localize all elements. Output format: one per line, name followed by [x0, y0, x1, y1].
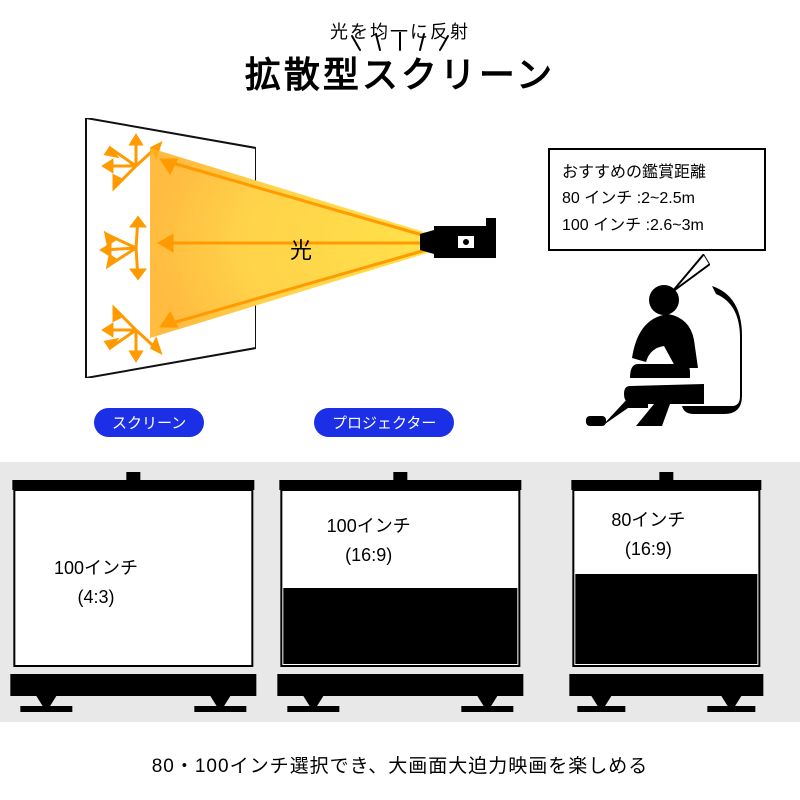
product-ratio: (4:3) — [54, 583, 138, 612]
header: 光を均一に反射 拡散型スクリーン — [0, 0, 800, 98]
bubble-line-1: おすすめの鑑賞距離 — [562, 160, 752, 186]
product-label: 100インチ (16:9) — [327, 512, 411, 570]
product-size: 100インチ — [54, 554, 138, 583]
bubble-line-3: 100 インチ :2.6~3m — [562, 213, 752, 239]
product-card-100-4-3: 100インチ (4:3) — [0, 462, 267, 722]
projector-icon — [420, 218, 500, 266]
product-size: 80インチ — [611, 506, 685, 535]
diagram: 光 スクリーン プロジェクター おすすめの鑑賞距離 80 インチ :2~2.5m… — [0, 98, 800, 458]
product-ratio: (16:9) — [327, 541, 411, 570]
emphasis-lines-icon — [340, 32, 460, 54]
speech-bubble: おすすめの鑑賞距離 80 インチ :2~2.5m 100 インチ :2.6~3m — [548, 148, 766, 251]
title-wrap: 拡散型スクリーン — [245, 46, 555, 98]
product-card-100-16-9: 100インチ (16:9) — [267, 462, 534, 722]
light-label: 光 — [290, 233, 312, 265]
product-screen-icon — [267, 462, 534, 722]
product-strip: 100インチ (4:3) 100インチ (16:9) — [0, 462, 800, 722]
product-ratio: (16:9) — [611, 535, 685, 564]
product-card-80-16-9: 80インチ (16:9) — [533, 462, 800, 722]
product-label: 100インチ (4:3) — [54, 554, 138, 612]
product-screen-icon — [533, 462, 800, 722]
screen-badge: スクリーン — [94, 408, 204, 437]
projector-badge: プロジェクター — [314, 408, 454, 437]
bubble-line-2: 80 インチ :2~2.5m — [562, 186, 752, 212]
product-size: 100インチ — [327, 512, 411, 541]
product-label: 80インチ (16:9) — [611, 506, 685, 564]
viewer-in-chair-icon — [572, 276, 752, 426]
bottom-caption: 80・100インチ選択でき、大画面大迫力映画を楽しめる — [0, 751, 800, 778]
